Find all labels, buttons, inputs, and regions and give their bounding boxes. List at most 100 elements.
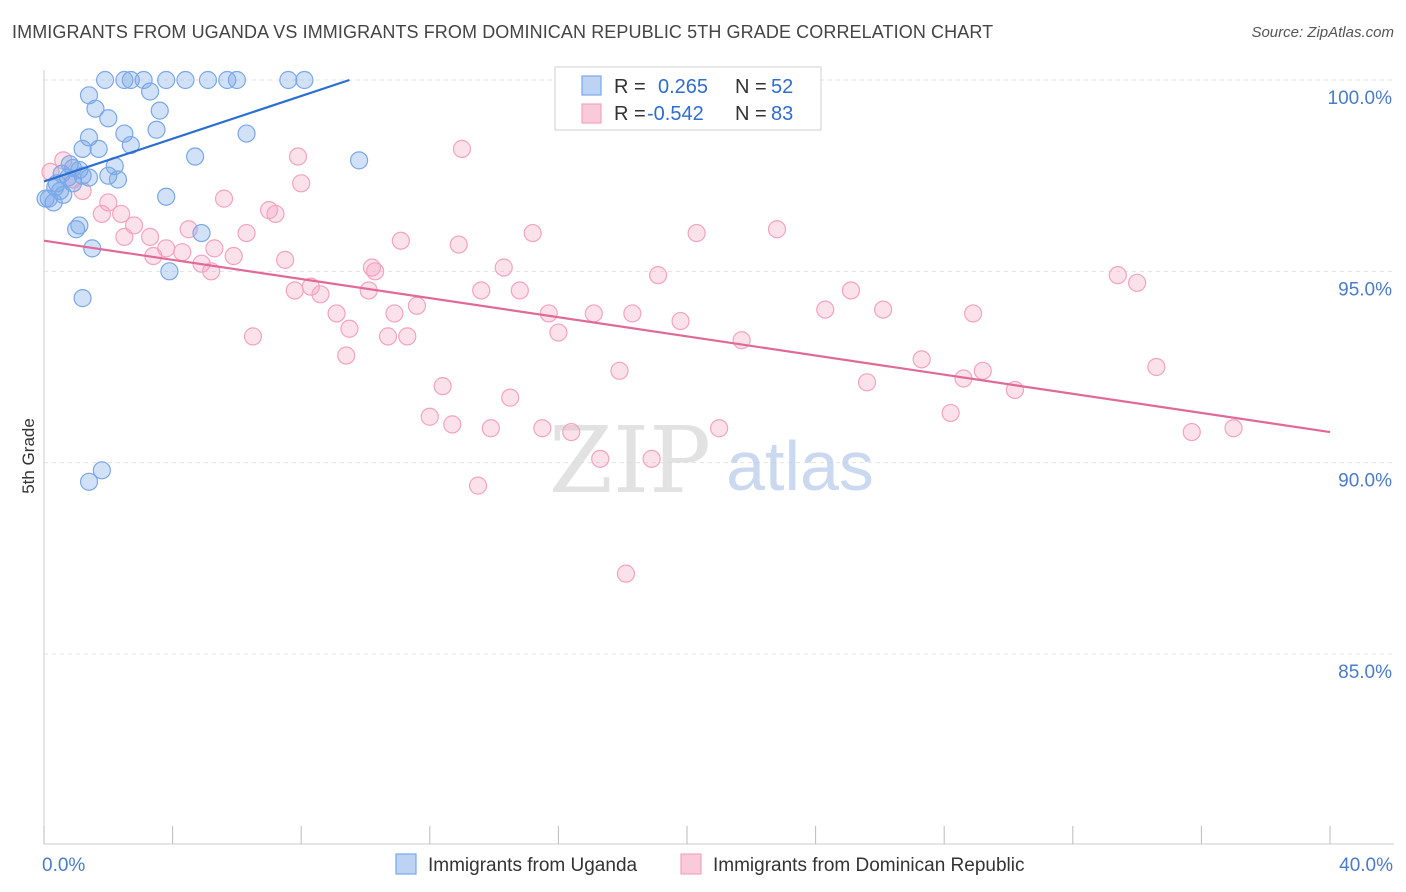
x-tick-label-0: 0.0% [42,855,85,876]
point-dominican-25 [292,174,311,193]
point-uganda-3 [134,70,153,90]
bottom-legend-swatch-uganda [395,853,417,875]
point-uganda-40 [157,187,176,206]
point-dominican-24 [285,281,304,300]
point-dominican-46 [472,281,491,300]
point-uganda-51 [36,189,55,208]
point-dominican-28 [327,304,346,323]
point-dominican-53 [539,304,558,323]
point-dominican-81 [1182,422,1201,442]
grid [44,79,1394,655]
point-uganda-13 [99,109,118,128]
point-dominican-63 [671,311,690,331]
point-dominican-37 [391,231,410,250]
point-dominican-51 [523,223,542,243]
point-dominican-12 [173,243,192,262]
point-dominican-23 [276,250,295,269]
point-uganda-10 [295,70,314,90]
watermark: ZIP atlas [549,407,874,514]
point-dominican-82 [1224,419,1243,438]
point-dominican-39 [407,296,427,315]
trend-lines [43,78,1331,434]
point-dominican-62 [648,266,668,285]
point-dominican-26 [301,277,320,296]
point-dominican-41 [433,377,452,396]
point-uganda-18 [73,139,92,158]
point-dominican-79 [1127,273,1147,292]
point-dominican-50 [510,281,529,300]
y-axis-label: 5th Grade [19,418,38,494]
point-dominican-8 [140,227,160,246]
point-uganda-48 [79,472,99,491]
bottom-legend-label-uganda: Immigrants from Uganda [428,855,638,876]
point-uganda-1 [115,70,134,90]
point-dominican-38 [398,327,417,346]
point-dominican-43 [449,235,468,254]
point-uganda-21 [147,120,166,139]
point-uganda-45 [192,223,211,243]
point-uganda-23 [237,124,256,143]
point-dominican-73 [941,403,960,423]
point-dominican-40 [420,407,439,426]
point-dominican-45 [468,476,488,495]
point-uganda-9 [279,70,298,90]
legend: R = 0.265 N = 52 R = -0.542 N = 83 [554,66,822,131]
y-tick-labels: 100.0% 95.0% 90.0% 85.0% [1328,88,1393,683]
point-dominican-70 [857,373,877,392]
axes [43,70,1394,845]
point-dominican-78 [1108,266,1127,285]
point-dominican-22 [266,204,285,224]
legend-r-label-uganda: R = [614,76,646,98]
legend-n-label-dominican: N = [735,103,767,125]
point-uganda-44 [160,262,179,281]
y-tick-label-3: 85.0% [1338,662,1392,683]
point-dominican-20 [243,327,263,346]
point-uganda-16 [140,82,160,101]
point-dominican-65 [710,419,729,438]
point-dominican-27 [311,285,330,304]
point-dominican-9 [115,227,134,246]
x-tick-labels: 0.0% 40.0% [42,855,1393,876]
point-dominican-61 [642,449,661,468]
point-dominican-52 [533,419,552,438]
bottom-legend: Immigrants from Uganda Immigrants from D… [395,853,1025,876]
point-dominican-6 [112,204,131,224]
point-uganda-30 [73,166,92,185]
point-uganda-46 [73,289,92,308]
point-dominican-4 [99,193,118,212]
point-dominican-18 [214,189,234,208]
point-uganda-24 [349,151,369,170]
point-dominican-68 [816,300,835,319]
point-uganda-0 [95,70,115,90]
point-uganda-47 [92,461,111,480]
point-uganda-8 [227,70,246,90]
point-dominican-75 [964,304,983,323]
point-uganda-38 [54,185,73,204]
chart-title: IMMIGRANTS FROM UGANDA VS IMMIGRANTS FRO… [12,22,994,42]
y-tick-label-2: 90.0% [1338,471,1392,492]
point-dominican-54 [549,323,568,342]
point-uganda-4 [157,70,176,90]
watermark-atlas: atlas [726,427,874,505]
point-dominican-80 [1147,357,1166,377]
point-dominican-59 [616,564,636,583]
point-dominican-42 [443,415,462,434]
point-dominican-31 [288,147,308,166]
point-dominican-48 [494,258,513,277]
point-dominican-57 [591,449,610,468]
point-uganda-19 [89,139,108,158]
y-tick-label-1: 95.0% [1338,279,1392,300]
y-tick-label-0: 100.0% [1328,88,1393,109]
point-dominican-47 [481,419,500,438]
legend-n-value-dominican: 83 [771,103,793,125]
legend-r-value-dominican: -0.542 [647,103,704,125]
point-dominican-30 [340,319,359,338]
legend-r-value-uganda: 0.265 [658,76,708,98]
point-dominican-49 [501,388,520,407]
legend-n-value-uganda: 52 [771,76,793,98]
point-dominican-76 [973,361,992,380]
trend-line-uganda [43,78,350,183]
point-uganda-2 [121,70,140,90]
point-uganda-12 [86,99,105,118]
